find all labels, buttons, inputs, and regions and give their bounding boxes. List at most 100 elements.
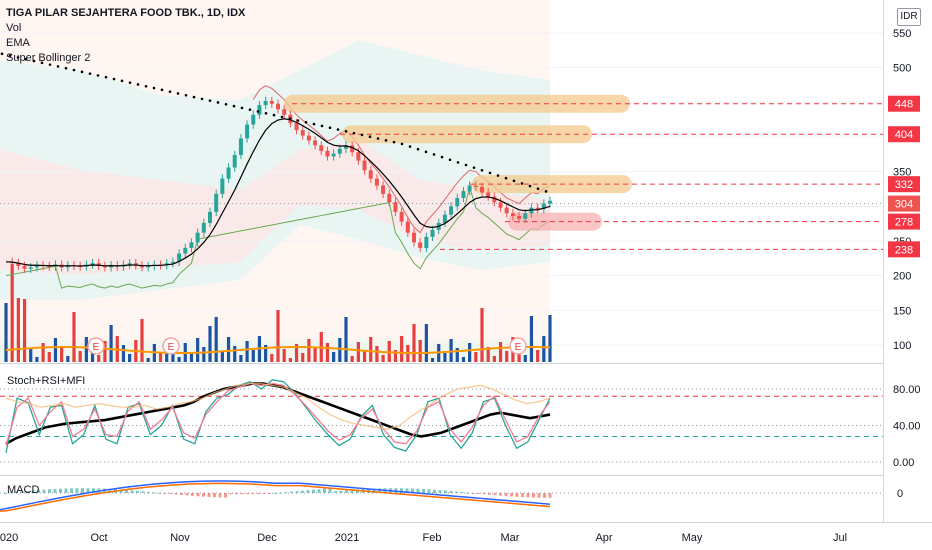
volume-bar — [313, 348, 317, 362]
volume-bar — [542, 336, 546, 362]
earnings-marker-circle — [162, 337, 180, 355]
candle-body — [368, 170, 373, 179]
macd-pane — [0, 480, 883, 512]
macd-histogram-bar — [460, 492, 464, 494]
volume-bar — [53, 338, 58, 362]
dotted-ma-point — [472, 166, 476, 169]
candle-body — [517, 216, 522, 219]
volume-bar — [146, 358, 150, 362]
time-tick-label: 2021 — [335, 532, 359, 544]
indicator-bollinger-label[interactable]: Super Bollinger 2 — [6, 52, 91, 64]
candle-body — [257, 105, 262, 115]
volume-bar — [461, 357, 466, 362]
indicator-ema-label[interactable]: EMA — [6, 37, 30, 49]
candle-body — [146, 265, 151, 268]
time-tick-label: Nov — [170, 532, 190, 544]
dotted-ma-point — [232, 104, 236, 108]
dotted-ma-point — [24, 57, 28, 61]
macd-histogram-bar — [416, 488, 420, 493]
volume-bar — [393, 350, 398, 362]
dotted-ma-point — [280, 115, 284, 119]
volume-bar — [449, 339, 453, 362]
oscillator-pane-label[interactable]: Stoch+RSI+MFI — [7, 375, 86, 387]
candle-body — [226, 167, 231, 179]
macd-histogram-bar — [191, 493, 194, 496]
dotted-ma-point — [296, 119, 300, 122]
macd-histogram-bar — [356, 489, 359, 493]
dotted-ma-point — [496, 174, 500, 177]
candle-body — [486, 192, 491, 197]
macd-histogram-bar — [125, 489, 128, 493]
macd-histogram-bar — [339, 490, 343, 493]
candle-body — [362, 160, 367, 171]
price-tick-label: 150 — [893, 305, 911, 317]
dotted-ma-point — [440, 155, 444, 159]
earnings-marker-circle — [87, 337, 105, 355]
volume-bar — [307, 339, 311, 362]
candle-body — [282, 109, 287, 115]
candle-body — [28, 267, 33, 269]
macd-histogram-bar — [499, 493, 502, 496]
volume-bar — [523, 355, 527, 362]
dotted-ma-point — [456, 161, 460, 164]
dotted-ma-point — [224, 102, 228, 106]
volume-bar — [430, 358, 435, 362]
volume-bar — [177, 357, 181, 362]
candle-body — [269, 100, 274, 104]
dotted-ma-point — [208, 99, 212, 102]
symbol-title[interactable]: TIGA PILAR SEJAHTERA FOOD TBK., 1D, IDX — [6, 7, 246, 19]
earnings-marker-2: E — [509, 337, 527, 355]
candle-body — [442, 214, 447, 223]
volume-bar — [140, 319, 144, 362]
candle-body — [430, 229, 435, 237]
candle-body — [208, 211, 212, 223]
price-badge-304: 304 — [888, 195, 920, 212]
macd-histogram-bar — [169, 493, 172, 494]
candle-body — [164, 263, 169, 266]
dotted-ma-point — [408, 145, 412, 148]
osc-series-1 — [5, 379, 551, 454]
macd-histogram-bar — [350, 489, 354, 493]
macd-histogram-bar — [526, 493, 530, 498]
dotted-ma-point — [8, 54, 12, 57]
volume-bar — [468, 343, 472, 362]
dotted-ma-point — [256, 110, 260, 113]
macd-histogram-bar — [537, 493, 541, 498]
price-tick-label: 550 — [893, 28, 911, 40]
volume-bar — [97, 355, 101, 362]
dotted-ma-point — [344, 130, 348, 133]
volume-bar — [529, 316, 534, 362]
currency-badge[interactable]: IDR — [897, 8, 921, 26]
volume-bar — [325, 343, 330, 362]
price-badge-box — [888, 126, 920, 143]
chart-legend: TIGA PILAR SEJAHTERA FOOD TBK., 1D, IDX … — [6, 6, 245, 66]
dotted-ma-point — [264, 111, 268, 115]
macd-histogram-bar — [119, 489, 123, 493]
candle-body — [170, 261, 175, 264]
osc-series-0 — [5, 382, 551, 445]
price-tick-label: 500 — [893, 63, 911, 75]
volume-bar — [16, 298, 20, 362]
macd-histogram-bar — [240, 493, 244, 495]
dotted-ma-point — [536, 187, 540, 191]
macd-histogram-bar — [284, 492, 288, 494]
volume-bar — [362, 351, 367, 362]
macd-pane-label[interactable]: MACD — [7, 484, 40, 496]
time-tick-label: May — [682, 532, 703, 544]
volume-bar — [196, 338, 200, 362]
price-badge-label: 448 — [895, 99, 913, 111]
dotted-ma-point — [312, 122, 316, 126]
macd-histogram-bar — [75, 488, 79, 493]
volume-bar — [214, 317, 218, 362]
volume-bar — [72, 312, 76, 362]
volume-bar — [288, 358, 292, 362]
price-badge-box — [888, 176, 920, 193]
indicator-vol-label[interactable]: Vol — [6, 22, 22, 34]
dotted-ma-point — [352, 131, 356, 135]
candle-body — [251, 114, 256, 125]
time-tick-label: Oct — [90, 532, 107, 544]
volume-bar — [202, 347, 206, 362]
macd-histogram-bar — [196, 493, 200, 497]
candle-body — [535, 207, 540, 210]
